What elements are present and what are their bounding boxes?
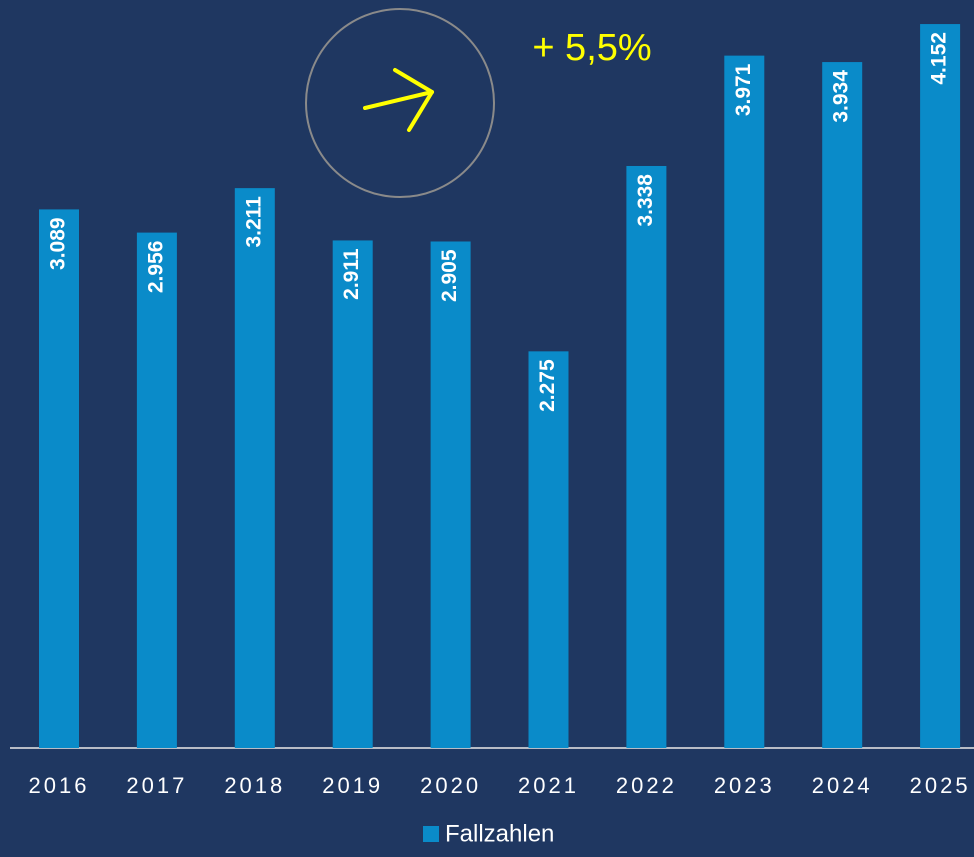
x-tick-label: 2017 — [126, 773, 187, 798]
annotation: + 5,5% — [532, 27, 651, 69]
bar — [822, 62, 863, 749]
x-tick-label: 2024 — [812, 773, 873, 798]
x-tick-label: 2022 — [616, 773, 677, 798]
data-label: 4.152 — [928, 32, 951, 85]
arrow-shaft — [363, 90, 434, 110]
bar — [430, 241, 471, 748]
arrow-head — [393, 68, 434, 132]
legend-label: Fallzahlen — [445, 820, 554, 847]
data-label: 2.956 — [144, 241, 167, 294]
data-label: 2.911 — [340, 248, 363, 300]
bar — [234, 188, 275, 749]
data-label: 3.934 — [830, 70, 853, 123]
bar — [39, 209, 79, 748]
x-tick-label: 2016 — [29, 773, 90, 798]
x-tick-label: 2025 — [910, 773, 971, 798]
data-label: 2.275 — [536, 359, 559, 412]
bar — [920, 24, 961, 749]
data-label: 2.905 — [438, 249, 461, 302]
data-label: 3.089 — [47, 217, 70, 270]
x-tick-label: 2018 — [224, 773, 285, 798]
bar — [332, 240, 373, 748]
data-label: 3.211 — [242, 196, 265, 248]
bar — [136, 232, 177, 749]
data-label: 3.971 — [732, 63, 755, 116]
annotation-arrow — [363, 68, 434, 132]
x-tick-label: 2023 — [714, 773, 775, 798]
bar — [724, 55, 765, 749]
annotation-circle — [305, 8, 495, 198]
legend-swatch — [423, 826, 439, 842]
data-label: 3.338 — [634, 174, 657, 227]
x-tick-label: 2021 — [518, 773, 579, 798]
bar — [528, 351, 569, 748]
x-tick-label: 2019 — [322, 773, 383, 798]
x-tick-label: 2020 — [420, 773, 481, 798]
bar — [626, 165, 667, 748]
